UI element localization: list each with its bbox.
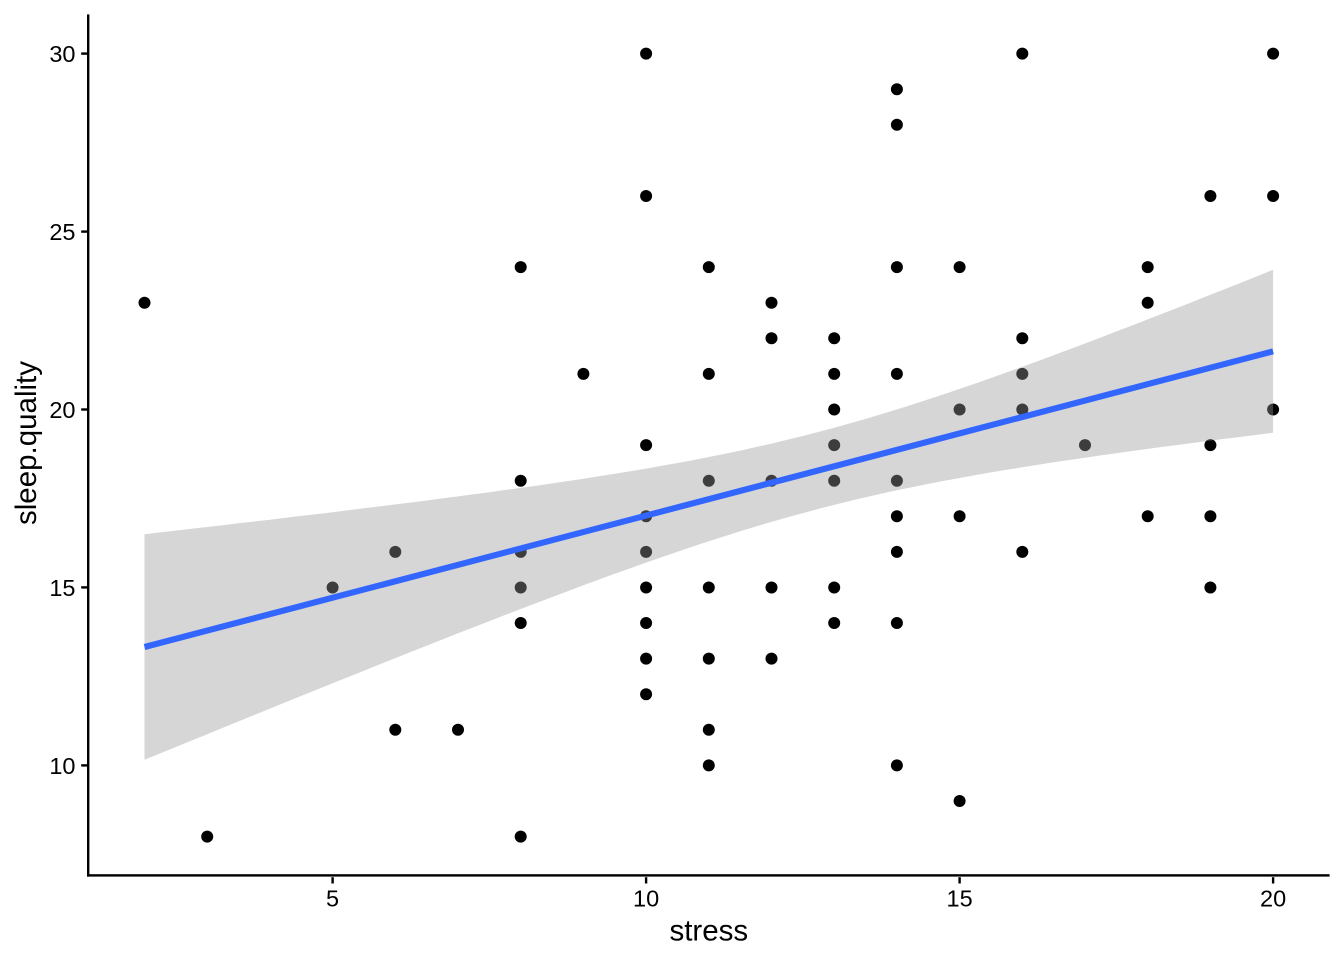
svg-text:sleep.quality: sleep.quality	[10, 361, 43, 525]
svg-text:25: 25	[49, 219, 75, 245]
svg-text:15: 15	[947, 885, 973, 911]
svg-text:5: 5	[326, 885, 339, 911]
svg-text:stress: stress	[669, 915, 748, 948]
svg-text:15: 15	[49, 575, 75, 601]
svg-text:30: 30	[49, 41, 75, 67]
svg-text:20: 20	[49, 397, 75, 423]
svg-text:10: 10	[49, 753, 75, 779]
svg-text:10: 10	[633, 885, 659, 911]
svg-text:20: 20	[1260, 885, 1286, 911]
